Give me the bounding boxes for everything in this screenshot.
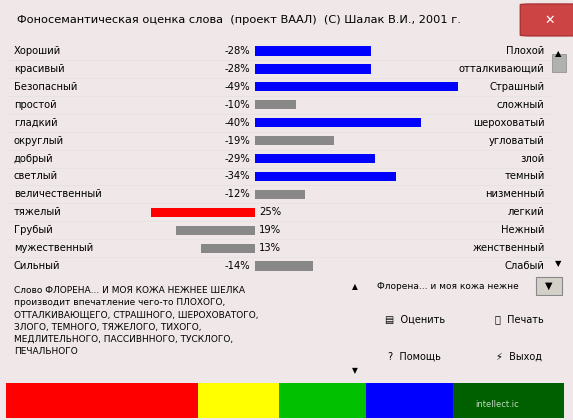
Text: ▼: ▼: [545, 281, 553, 291]
Text: Плохой: Плохой: [507, 46, 545, 56]
Text: гладкий: гладкий: [14, 118, 57, 128]
Text: -34%: -34%: [225, 171, 250, 181]
FancyBboxPatch shape: [453, 383, 564, 418]
Text: ▼: ▼: [352, 366, 358, 375]
Text: ⚡  Выход: ⚡ Выход: [496, 351, 542, 361]
Text: -10%: -10%: [225, 100, 250, 110]
FancyBboxPatch shape: [255, 262, 313, 271]
Text: -28%: -28%: [225, 46, 250, 56]
FancyBboxPatch shape: [536, 277, 563, 295]
FancyBboxPatch shape: [552, 54, 566, 72]
FancyBboxPatch shape: [255, 82, 458, 92]
Text: Фоносемантическая оценка слова  (проект ВААЛ)  (С) Шалак В.И., 2001 г.: Фоносемантическая оценка слова (проект В…: [17, 15, 461, 25]
FancyBboxPatch shape: [520, 4, 573, 36]
Text: сложный: сложный: [497, 100, 545, 110]
Text: 🖨  Печать: 🖨 Печать: [494, 315, 544, 325]
Text: красивый: красивый: [14, 64, 65, 74]
Text: Грубый: Грубый: [14, 225, 53, 235]
Text: тяжелый: тяжелый: [14, 207, 62, 217]
FancyBboxPatch shape: [176, 226, 255, 235]
Text: шероховатый: шероховатый: [473, 118, 545, 128]
Text: Флорена... и моя кожа нежне: Флорена... и моя кожа нежне: [378, 281, 519, 291]
FancyBboxPatch shape: [255, 64, 371, 74]
Text: ▲: ▲: [555, 49, 562, 58]
FancyBboxPatch shape: [255, 46, 371, 55]
Text: низменный: низменный: [485, 189, 545, 200]
FancyBboxPatch shape: [198, 383, 280, 418]
FancyBboxPatch shape: [255, 100, 296, 110]
FancyBboxPatch shape: [151, 207, 255, 217]
Text: 25%: 25%: [259, 207, 281, 217]
FancyBboxPatch shape: [255, 118, 421, 127]
Text: Слабый: Слабый: [505, 261, 545, 271]
FancyBboxPatch shape: [6, 383, 198, 418]
Text: угловатый: угловатый: [489, 136, 545, 146]
Text: Слово ФЛОРЕНА... И МОЯ КОЖА НЕЖНЕЕ ШЕЛКА
производит впечатление чего-то ПЛОХОГО,: Слово ФЛОРЕНА... И МОЯ КОЖА НЕЖНЕЕ ШЕЛКА…: [14, 286, 259, 356]
Text: величественный: величественный: [14, 189, 101, 200]
Text: 13%: 13%: [259, 243, 281, 253]
Text: ▼: ▼: [555, 259, 562, 268]
FancyBboxPatch shape: [201, 244, 255, 253]
FancyBboxPatch shape: [255, 154, 375, 163]
Text: ▲: ▲: [352, 282, 358, 291]
Text: -19%: -19%: [225, 136, 250, 146]
Text: ▤  Оценить: ▤ Оценить: [385, 315, 445, 325]
Text: -12%: -12%: [225, 189, 250, 200]
Text: -14%: -14%: [225, 261, 250, 271]
FancyBboxPatch shape: [255, 190, 305, 199]
Text: -40%: -40%: [225, 118, 250, 128]
FancyBboxPatch shape: [280, 383, 366, 418]
Text: Сильный: Сильный: [14, 261, 60, 271]
Text: intellect.ic: intellect.ic: [476, 400, 519, 410]
Text: 19%: 19%: [259, 225, 281, 235]
Text: Нежный: Нежный: [501, 225, 545, 235]
Text: светлый: светлый: [14, 171, 58, 181]
FancyBboxPatch shape: [366, 383, 453, 418]
Text: ✕: ✕: [545, 13, 555, 26]
Text: легкий: легкий: [508, 207, 545, 217]
Text: отталкивающий: отталкивающий: [459, 64, 545, 74]
Text: женственный: женственный: [472, 243, 545, 253]
Text: добрый: добрый: [14, 154, 53, 163]
Text: простой: простой: [14, 100, 57, 110]
Text: -28%: -28%: [225, 64, 250, 74]
Text: мужественный: мужественный: [14, 243, 93, 253]
Text: -49%: -49%: [225, 82, 250, 92]
Text: Безопасный: Безопасный: [14, 82, 77, 92]
Text: темный: темный: [504, 171, 545, 181]
Text: Страшный: Страшный: [489, 82, 545, 92]
Text: округлый: округлый: [14, 136, 64, 146]
Text: злой: злой: [520, 154, 545, 163]
Text: -29%: -29%: [225, 154, 250, 163]
Text: ?  Помощь: ? Помощь: [388, 351, 441, 361]
Text: Хороший: Хороший: [14, 46, 61, 56]
FancyBboxPatch shape: [255, 136, 333, 145]
FancyBboxPatch shape: [255, 172, 396, 181]
